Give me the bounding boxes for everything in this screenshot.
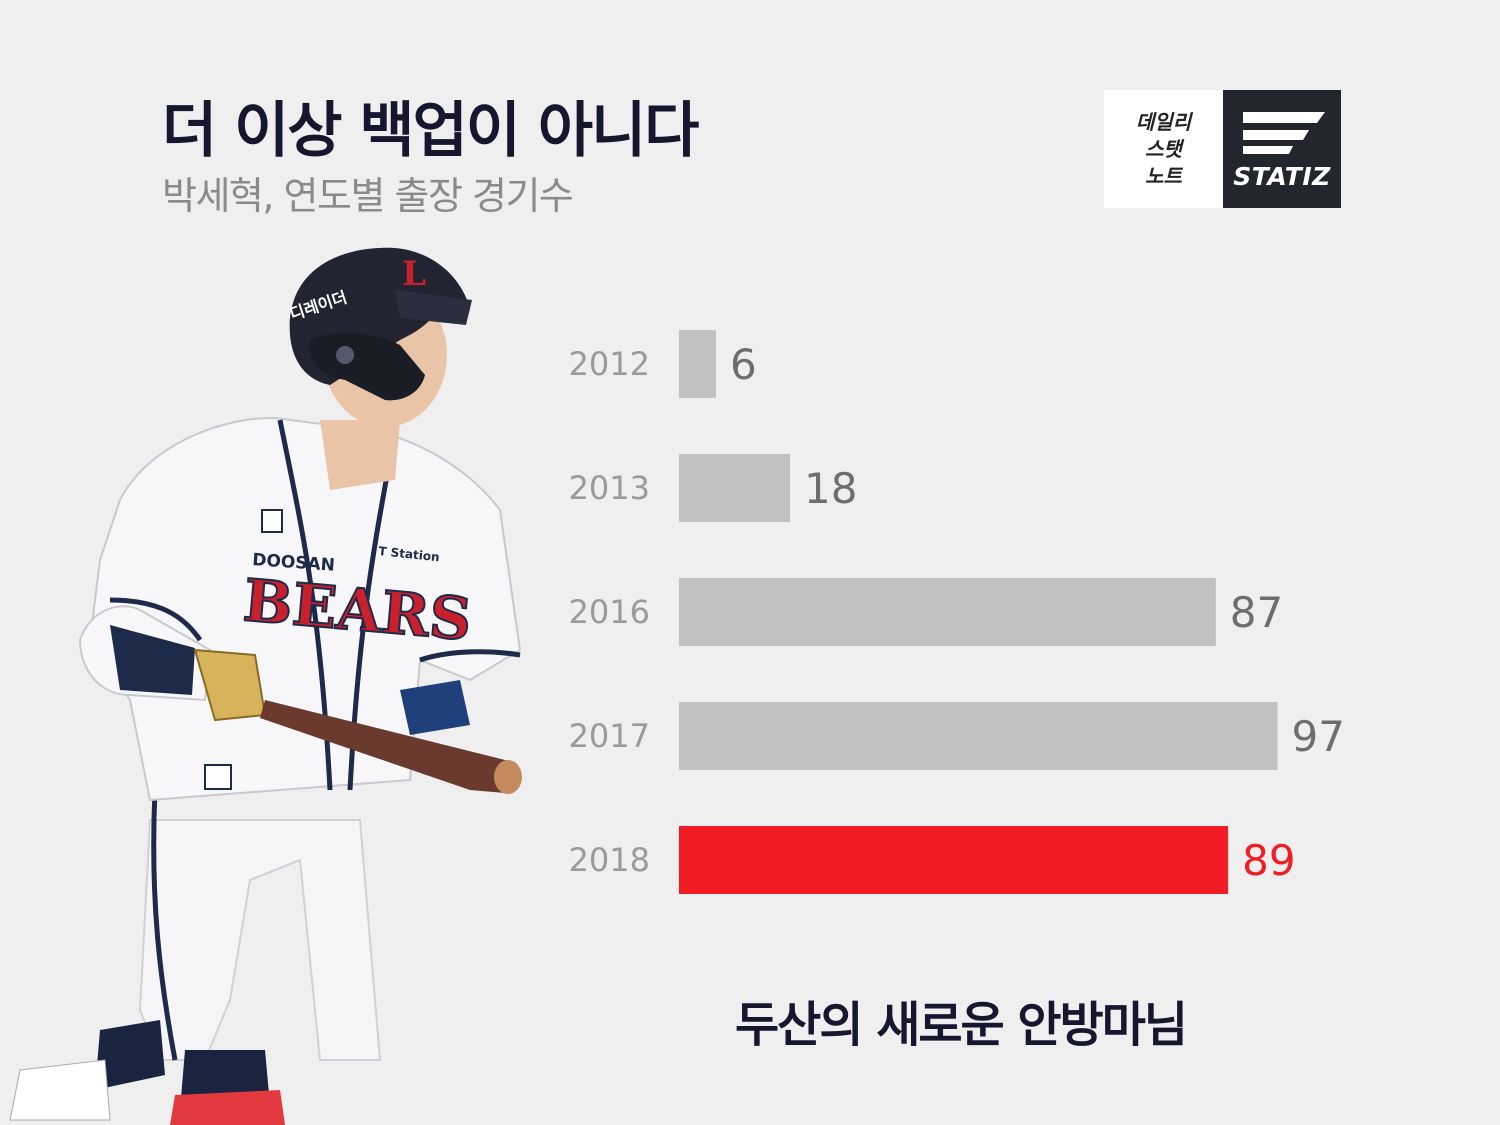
year-label-2017: 2017: [569, 717, 650, 755]
bar-2012: [679, 330, 717, 398]
year-label-2016: 2016: [569, 593, 650, 631]
value-label-2016: 87: [1230, 588, 1283, 637]
fila-logo-pants-icon: [204, 764, 232, 790]
helmet-logo-icon: L: [402, 254, 426, 294]
year-label-2013: 2013: [569, 469, 650, 507]
player-photo: DOOSAN BEARS T Station 디레이더 L: [9, 247, 522, 1125]
bar-2016: [679, 578, 1216, 646]
statiz-brand: STATIZ: [1233, 162, 1331, 191]
logo-line-2: 스탯: [1145, 136, 1182, 161]
page-title: 더 이상 백업이 아니다: [162, 96, 699, 166]
year-label-2018: 2018: [569, 841, 650, 879]
logo-line-3: 노트: [1145, 163, 1182, 188]
jersey-sponsor-text: T Station: [378, 544, 441, 564]
helmet-brim: [395, 290, 472, 325]
bar-2013: [679, 454, 791, 522]
daily-stat-note-wordmark: 데일리 스탯 노트: [1104, 90, 1223, 208]
statiz-logo: STATIZ: [1223, 90, 1341, 208]
value-label-2018: 89: [1242, 836, 1295, 885]
value-label-2012: 6: [730, 340, 757, 389]
year-label-2012: 2012: [569, 345, 650, 383]
page-subtitle: 박세혁, 연도별 출장 경기수: [162, 174, 574, 218]
value-label-2013: 18: [804, 464, 857, 513]
player-wristband: [400, 680, 470, 735]
fila-logo-icon: [261, 509, 283, 533]
player-shoe-left: [9, 1059, 111, 1121]
footer-caption: 두산의 새로운 안방마님: [735, 997, 1188, 1053]
daily-stat-note-logo: 데일리 스탯 노트 STATIZ: [1104, 90, 1341, 208]
baseball-bat: [260, 700, 518, 793]
player-sock-left: [95, 1020, 165, 1090]
logo-line-1: 데일리: [1135, 109, 1192, 134]
player-shoe-right: [170, 1090, 285, 1125]
bar-2018: [679, 826, 1229, 894]
player-elbow-guard: [110, 625, 195, 695]
value-label-2017: 97: [1291, 712, 1344, 761]
bar-2017: [679, 702, 1278, 770]
statiz-stripes-icon: [1243, 112, 1325, 154]
